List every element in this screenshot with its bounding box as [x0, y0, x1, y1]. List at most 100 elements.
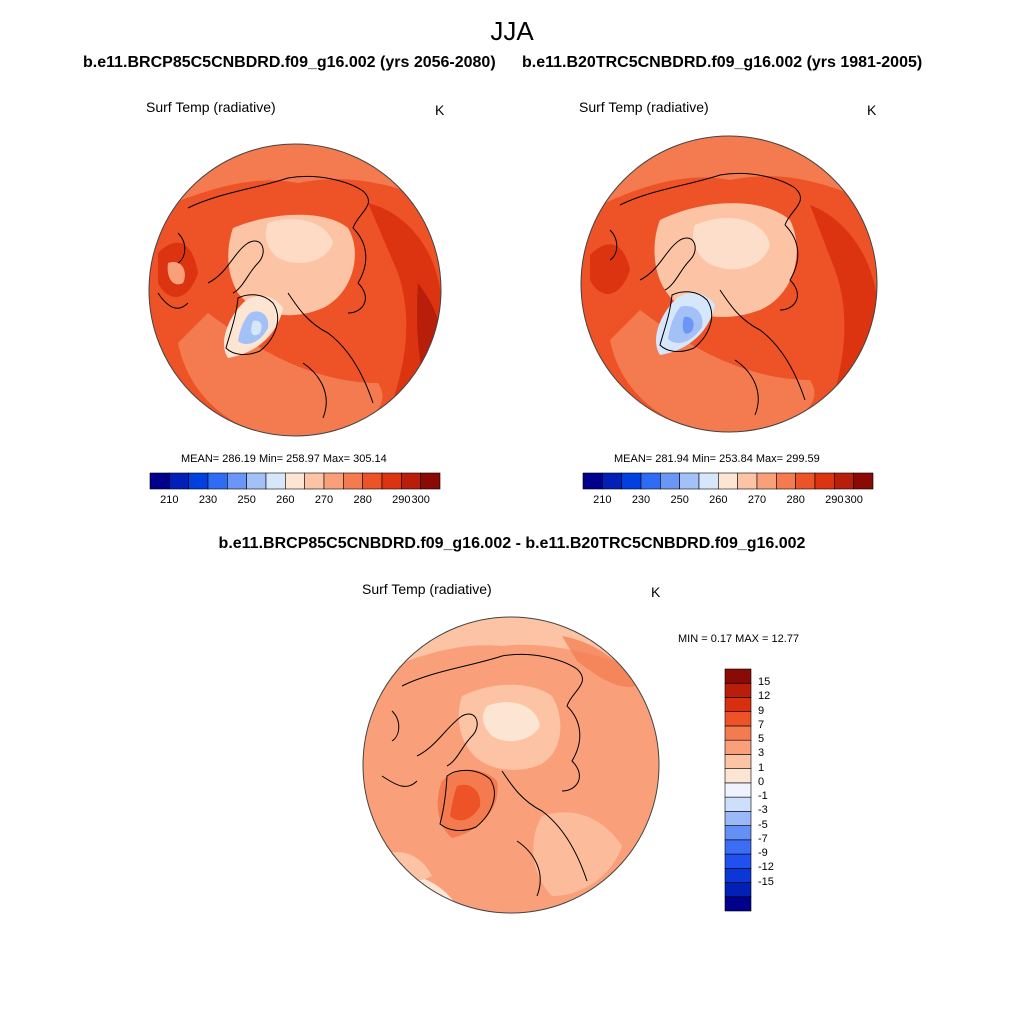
colorbar-tick-label: 7 [758, 718, 765, 731]
difference-colorbar [724, 668, 752, 912]
colorbar-tick-label: -12 [758, 861, 774, 874]
colorbar-box [285, 472, 305, 490]
right-stats: MEAN= 281.94 Min= 253.84 Max= 299.59 [614, 453, 820, 465]
colorbar-box [169, 472, 189, 490]
right-colorbar [582, 472, 874, 490]
difference-polar-map [362, 616, 660, 914]
colorbar-box [834, 472, 854, 490]
colorbar-box [582, 472, 603, 490]
right-polar-map [580, 135, 878, 433]
colorbar-tick-label: 0 [758, 775, 765, 788]
left-colorbar-ticks: 210 230 250 260 270 280 290 300 [150, 494, 440, 508]
colorbar-box [724, 711, 752, 727]
colorbar-tick-label: 260 [276, 494, 295, 506]
colorbar-box [640, 472, 661, 490]
colorbar-tick-label: 250 [237, 494, 256, 506]
colorbar-box [853, 472, 874, 490]
colorbar-box [679, 472, 700, 490]
colorbar-tick-label: -7 [758, 832, 768, 845]
colorbar-box [724, 682, 752, 698]
colorbar-box [724, 754, 752, 769]
colorbar-box [660, 472, 680, 490]
colorbar-box [420, 472, 441, 490]
colorbar-box [795, 472, 816, 490]
colorbar-box [265, 472, 286, 490]
colorbar-box [246, 472, 267, 490]
colorbar-box [724, 882, 752, 898]
colorbar-box [149, 472, 170, 490]
left-variable-label: Surf Temp (radiative) [146, 99, 276, 115]
colorbar-box [776, 472, 796, 490]
colorbar-box [343, 472, 363, 490]
colorbar-box [724, 739, 752, 755]
colorbar-tick-label: 270 [747, 494, 767, 506]
colorbar-box [227, 472, 247, 490]
colorbar-tick-label: 280 [353, 494, 372, 506]
colorbar-box [718, 472, 738, 490]
colorbar-box [724, 811, 752, 826]
colorbar-box [724, 896, 752, 912]
colorbar-box [724, 668, 752, 684]
colorbar-tick-label: 12 [758, 690, 771, 703]
colorbar-tick-label: -5 [758, 818, 768, 831]
colorbar-box [724, 725, 752, 741]
colorbar-box [756, 472, 777, 490]
colorbar-tick-label: 5 [758, 733, 765, 746]
colorbar-box [401, 472, 421, 490]
colorbar-tick-label: -15 [758, 875, 774, 888]
left-case-title: b.e11.BRCP85C5CNBDRD.f09_g16.002 (yrs 20… [83, 54, 496, 71]
colorbar-tick-label: -3 [758, 804, 768, 817]
colorbar-box [698, 472, 719, 490]
colorbar-box [381, 472, 402, 490]
colorbar-tick-label: -9 [758, 847, 768, 860]
colorbar-tick-label: 300 [411, 494, 430, 506]
diff-minmax: MIN = 0.17 MAX = 12.77 [678, 633, 800, 645]
diff-variable-label: Surf Temp (radiative) [362, 581, 492, 597]
colorbar-box [724, 839, 752, 855]
colorbar-tick-label: 290 [392, 494, 411, 506]
colorbar-box [362, 472, 383, 490]
colorbar-tick-label: 210 [160, 494, 179, 506]
colorbar-tick-label: 1 [758, 761, 765, 774]
diff-units-label: K [651, 584, 661, 600]
right-units-label: K [867, 102, 877, 118]
left-polar-map [148, 143, 442, 437]
colorbar-box [724, 796, 752, 812]
colorbar-box [188, 472, 209, 490]
colorbar-box [724, 782, 752, 798]
colorbar-tick-label: 230 [631, 494, 651, 506]
left-units-label: K [435, 102, 445, 118]
colorbar-box [724, 853, 752, 869]
colorbar-tick-label: 280 [786, 494, 805, 506]
colorbar-tick-label: -1 [758, 790, 768, 803]
right-variable-label: Surf Temp (radiative) [579, 99, 709, 115]
colorbar-box [304, 472, 325, 490]
colorbar-tick-label: 210 [593, 494, 612, 506]
colorbar-tick-label: 270 [314, 494, 334, 506]
colorbar-tick-label: 290 [825, 494, 844, 506]
colorbar-box [621, 472, 642, 490]
colorbar-box [724, 825, 752, 841]
difference-colorbar-ticks: 15 12 9 7 5 3 1 0 -1 -3 -5 -7 -9 -12 -15 [758, 669, 798, 911]
colorbar-tick-label: 300 [844, 494, 863, 506]
right-colorbar-ticks: 210 230 250 260 270 280 290 300 [583, 494, 873, 508]
colorbar-box [323, 472, 344, 490]
left-stats: MEAN= 286.19 Min= 258.97 Max= 305.14 [181, 453, 387, 465]
figure-title: JJA [490, 16, 534, 46]
colorbar-tick-label: 9 [758, 704, 765, 717]
left-colorbar [149, 472, 441, 490]
colorbar-box [724, 768, 752, 784]
colorbar-box [602, 472, 622, 490]
colorbar-box [814, 472, 835, 490]
colorbar-box [737, 472, 758, 490]
colorbar-box [724, 697, 752, 713]
colorbar-tick-label: 250 [670, 494, 689, 506]
colorbar-tick-label: 230 [198, 494, 218, 506]
difference-title: b.e11.BRCP85C5CNBDRD.f09_g16.002 - b.e11… [218, 535, 806, 552]
colorbar-tick-label: 15 [758, 676, 771, 689]
colorbar-box [724, 867, 752, 883]
colorbar-box [207, 472, 228, 490]
colorbar-tick-label: 260 [709, 494, 728, 506]
right-case-title: b.e11.B20TRC5CNBDRD.f09_g16.002 (yrs 198… [522, 54, 923, 71]
colorbar-tick-label: 3 [758, 747, 765, 760]
